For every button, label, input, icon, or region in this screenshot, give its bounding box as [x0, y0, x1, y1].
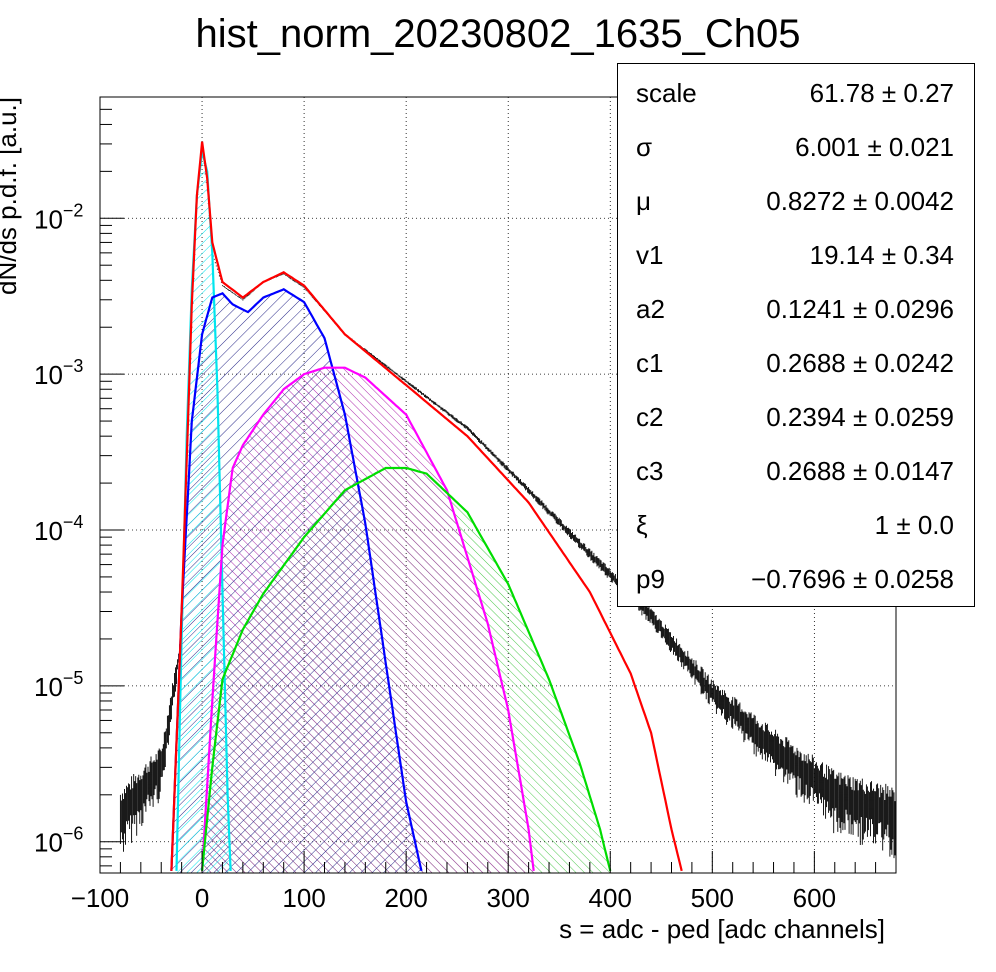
stats-param-value: 6.001 ± 0.021 — [795, 132, 954, 162]
stats-param-name: scale — [636, 78, 697, 108]
stats-row: scale 61.78 ± 0.27 — [618, 64, 974, 118]
stats-row: σ 6.001 ± 0.021 — [618, 118, 974, 172]
stats-param-value: 61.78 ± 0.27 — [809, 78, 954, 108]
axis-ticks — [99, 96, 897, 873]
stats-row: ξ 1 ± 0.0 — [618, 496, 974, 550]
total-fit-curve — [170, 141, 683, 872]
x-tick-label: 300 — [487, 883, 530, 913]
3-photoelectron-curve — [201, 466, 612, 872]
x-tick-label: 400 — [589, 883, 632, 913]
stats-row: c1 0.2688 ± 0.0242 — [618, 334, 974, 388]
stats-row: a2 0.1241 ± 0.0296 — [618, 280, 974, 334]
stats-param-value: 0.1241 ± 0.0296 — [766, 294, 954, 324]
x-tick-label: 100 — [282, 883, 325, 913]
stats-param-value: 0.2688 ± 0.0242 — [766, 348, 954, 378]
stats-param-name: c2 — [636, 402, 664, 432]
y-tick-label: 10−4 — [34, 512, 83, 546]
stats-param-value: 0.2394 ± 0.0259 — [766, 402, 954, 432]
stats-param-name: σ — [636, 132, 653, 162]
stats-param-value: 0.2688 ± 0.0147 — [766, 456, 954, 486]
1-photoelectron-curve — [170, 288, 423, 872]
1-photoelectron-fill — [171, 289, 422, 873]
stats-row: v1 19.14 ± 0.34 — [618, 226, 974, 280]
stats-param-value: 1 ± 0.0 — [874, 510, 954, 540]
x-tick-label: 500 — [691, 883, 734, 913]
stats-row: p9 −0.7696 ± 0.0258 — [618, 550, 974, 604]
stats-param-name: c1 — [636, 348, 664, 378]
y-tick-label: 10−6 — [34, 824, 83, 858]
pedestal-fill — [176, 151, 231, 873]
x-tick-label: 600 — [793, 883, 836, 913]
stats-row: c2 0.2394 ± 0.0259 — [618, 388, 974, 442]
fit-stats-box: scale 61.78 ± 0.27 σ 6.001 ± 0.021 μ 0.8272 ±… — [617, 63, 975, 607]
x-tick-label: 0 — [195, 883, 209, 913]
chart-title: hist_norm_20230802_1635_Ch05 — [196, 12, 801, 56]
stats-param-name: p9 — [636, 564, 665, 594]
stats-param-name: v1 — [636, 240, 664, 270]
x-tick-label: −100 — [71, 883, 130, 913]
y-tick-label: 10−3 — [34, 356, 83, 390]
stats-param-value: −0.7696 ± 0.0258 — [751, 564, 954, 594]
stats-row: μ 0.8272 ± 0.0042 — [618, 172, 974, 226]
stats-param-value: 0.8272 ± 0.0042 — [766, 186, 954, 216]
stats-param-name: μ — [636, 186, 651, 216]
stats-param-name: a2 — [636, 294, 665, 324]
y-tick-label: 10−2 — [34, 200, 83, 234]
y-tick-label: 10−5 — [34, 668, 83, 702]
stats-param-name: ξ — [636, 510, 648, 540]
x-tick-label: 200 — [384, 883, 427, 913]
x-axis-title: s = adc - ped [adc channels] — [559, 914, 885, 944]
stats-param-value: 19.14 ± 0.34 — [809, 240, 954, 270]
y-axis-title: dN/ds p.d.f. [a.u.] — [0, 97, 22, 295]
stats-param-name: c3 — [636, 456, 664, 486]
stats-row: c3 0.2688 ± 0.0147 — [618, 442, 974, 496]
2-photoelectron-curve — [201, 366, 535, 872]
